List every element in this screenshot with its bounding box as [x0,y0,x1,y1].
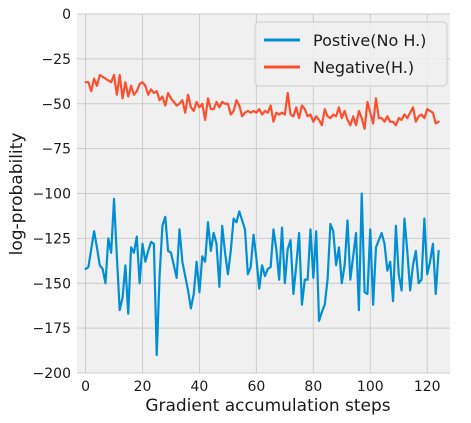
x-axis-label: Gradient accumulation steps [145,396,390,416]
series-line-negative [84,73,440,130]
x-tick-label: 0 [81,379,90,395]
y-axis-label: log-probability [7,133,27,256]
legend-label-negative: Negative(H.) [313,58,414,77]
legend-label-positive: Postive(No H.) [313,31,426,50]
y-tick-label: −100 [33,187,71,203]
y-tick-label: −175 [33,321,71,337]
x-tick-label: 80 [304,379,322,395]
x-tick-label: 120 [414,379,441,395]
y-tick-label: 0 [62,7,71,23]
series-lines [84,73,440,357]
y-tick-label: −25 [41,52,71,68]
legend: Postive(No H.) Negative(H.) [254,21,448,87]
y-tick-label: −50 [41,97,71,113]
y-tick-label: −75 [41,142,71,158]
y-tick-label: −200 [33,366,71,382]
x-tick-label: 40 [191,379,209,395]
y-tick-label: −150 [33,276,71,292]
x-tick-label: 100 [357,379,384,395]
x-tick-label: 20 [134,379,152,395]
y-tick-labels: 0 −25 −50 −75 −100 −125 −150 −175 −200 [33,7,71,382]
legend-box [254,21,448,87]
x-tick-label: 60 [247,379,265,395]
y-tick-label: −125 [33,231,71,247]
series-line-positive [84,192,440,357]
x-tick-labels: 0 20 40 60 80 100 120 [81,379,441,395]
